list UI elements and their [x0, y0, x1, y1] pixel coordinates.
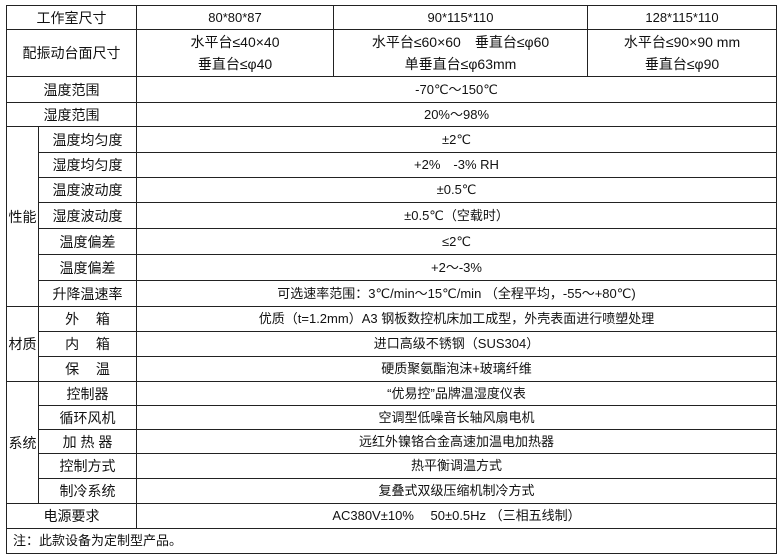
row-label: 配振动台面尺寸: [6, 29, 137, 77]
cell: ±2℃: [136, 126, 777, 153]
row-label: 控制器: [38, 381, 137, 406]
cell: +2～-3%: [136, 254, 777, 281]
cell: 进口高级不锈钢（SUS304）: [136, 331, 777, 357]
table-row: 湿度范围 20%～98%: [6, 102, 777, 127]
cell: 水平台≤60×60 垂直台≤φ60 单垂直台≤φ63mm: [333, 29, 588, 77]
table-row: 内箱 进口高级不锈钢（SUS304）: [7, 331, 777, 357]
table-row: 控制方式 热平衡调温方式: [7, 453, 777, 479]
spec-table: 工作室尺寸 80*80*87 90*115*110 128*115*110 配振…: [6, 5, 777, 554]
table-row: 电源要求 AC380V±10% 50±0.5Hz （三相五线制）: [6, 503, 777, 529]
cell: ±0.5℃（空载时）: [136, 202, 777, 229]
table-row: 配振动台面尺寸 水平台≤40×40 垂直台≤φ40 水平台≤60×60 垂直台≤φ…: [6, 29, 777, 77]
row-label-text: 内箱: [65, 336, 127, 352]
row-label: 升降温速率: [38, 280, 137, 307]
footnote: 注：此款设备为定制型产品。: [6, 528, 777, 554]
table-row: 循环风机 空调型低噪音长轴风扇电机: [7, 405, 777, 430]
table-row: 工作室尺寸 80*80*87 90*115*110 128*115*110: [6, 5, 777, 30]
row-label: 电源要求: [6, 503, 137, 529]
table-row: 加 热 器 远红外镍铬合金高速加温电加热器: [7, 429, 777, 454]
group-label: 系统: [6, 381, 39, 504]
cell-line: 垂直台≤φ40: [197, 56, 273, 72]
table-row: 材质 外箱 优质（t=1.2mm）A3 钢板数控机床加工成型，外壳表面进行喷塑处…: [6, 306, 777, 382]
row-label: 工作室尺寸: [6, 5, 137, 30]
cell-line: 单垂直台≤φ63mm: [404, 56, 517, 72]
table-row: 温度偏差 +2～-3%: [7, 254, 777, 281]
table-row: 保温 硬质聚氨酯泡沫+玻璃纤维: [7, 356, 777, 382]
cell: -70℃～150℃: [136, 76, 777, 103]
table-row: 湿度波动度 ±0.5℃（空载时）: [7, 202, 777, 229]
table-row: 注：此款设备为定制型产品。: [6, 528, 777, 554]
cell: 远红外镍铬合金高速加温电加热器: [136, 429, 777, 454]
cell: 复叠式双级压缩机制冷方式: [136, 478, 777, 504]
group-label: 性能: [6, 126, 39, 307]
cell: 热平衡调温方式: [136, 453, 777, 479]
table-row: 系统 控制器 “优易控”品牌温湿度仪表: [6, 381, 777, 504]
cell: 空调型低噪音长轴风扇电机: [136, 405, 777, 430]
cell: ±0.5℃: [136, 177, 777, 203]
table-row: 温度波动度 ±0.5℃: [7, 177, 777, 203]
row-label: 外箱: [38, 306, 137, 332]
table-row: 升降温速率 可选速率范围：3℃/min～15℃/min （全程平均，-55～+8…: [7, 280, 777, 307]
row-label: 内箱: [38, 331, 137, 357]
row-label: 温度波动度: [38, 177, 137, 203]
cell: 128*115*110: [587, 5, 777, 30]
cell: +2% -3% RH: [136, 152, 777, 178]
cell: AC380V±10% 50±0.5Hz （三相五线制）: [136, 503, 777, 529]
group-label: 材质: [6, 306, 39, 382]
table-row: 性能 温度均匀度 ±2℃: [6, 126, 777, 307]
row-label: 湿度波动度: [38, 202, 137, 229]
cell: “优易控”品牌温湿度仪表: [136, 381, 777, 406]
row-label: 温度均匀度: [38, 126, 137, 153]
table-row: 温度范围 -70℃～150℃: [6, 76, 777, 103]
cell-line: 垂直台≤φ90: [644, 56, 720, 72]
row-label: 湿度均匀度: [38, 152, 137, 178]
row-label-text: 保温: [65, 361, 127, 377]
table-row: 制冷系统 复叠式双级压缩机制冷方式: [7, 478, 777, 504]
cell: 90*115*110: [333, 5, 588, 30]
row-label-text: 外箱: [65, 311, 127, 327]
cell: 水平台≤90×90 mm 垂直台≤φ90: [587, 29, 777, 77]
table-row: 湿度均匀度 +2% -3% RH: [7, 152, 777, 178]
table-row: 温度偏差 ≤2℃: [7, 228, 777, 255]
cell-line: 水平台≤60×60 垂直台≤φ60: [371, 34, 550, 50]
row-label: 控制方式: [38, 453, 137, 479]
row-label: 制冷系统: [38, 478, 137, 504]
row-label: 温度范围: [6, 76, 137, 103]
cell: 可选速率范围：3℃/min～15℃/min （全程平均，-55～+80℃): [136, 280, 777, 307]
cell: 优质（t=1.2mm）A3 钢板数控机床加工成型，外壳表面进行喷塑处理: [136, 306, 777, 332]
row-label: 循环风机: [38, 405, 137, 430]
cell: ≤2℃: [136, 228, 777, 255]
row-label: 温度偏差: [38, 254, 137, 281]
cell: 80*80*87: [136, 5, 334, 30]
cell: 水平台≤40×40 垂直台≤φ40: [136, 29, 334, 77]
cell-line: 水平台≤90×90 mm: [623, 34, 741, 50]
row-label: 温度偏差: [38, 228, 137, 255]
row-label: 湿度范围: [6, 102, 137, 127]
row-label: 加 热 器: [38, 429, 137, 454]
cell: 20%～98%: [136, 102, 777, 127]
cell: 硬质聚氨酯泡沫+玻璃纤维: [136, 356, 777, 382]
row-label: 保温: [38, 356, 137, 382]
cell-line: 水平台≤40×40: [190, 34, 280, 50]
